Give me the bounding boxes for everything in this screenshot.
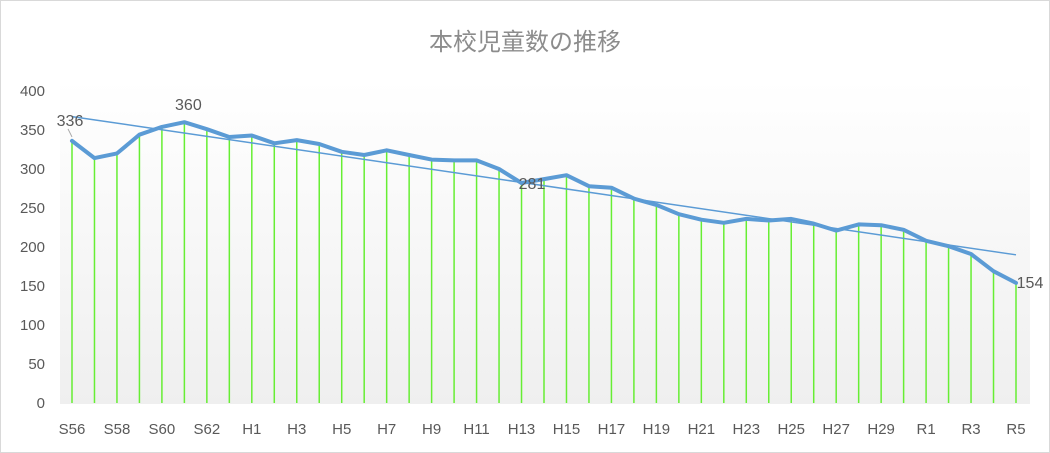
x-tick-label: H19	[643, 421, 671, 438]
x-tick-label: R5	[1006, 421, 1025, 438]
y-tick-label: 150	[20, 278, 45, 295]
x-tick-label: S58	[104, 421, 131, 438]
trendline	[71, 115, 1017, 256]
x-tick-label: H5	[332, 421, 351, 438]
x-tick-label: H3	[287, 421, 306, 438]
x-tick-label: H13	[508, 421, 536, 438]
x-tick-label: H21	[688, 421, 716, 438]
x-tick-label: R1	[917, 421, 936, 438]
y-axis: 0 50 100 150 200 250 300 350 400	[20, 83, 45, 412]
drop-lines	[71, 122, 1017, 403]
x-tick-label: H7	[377, 421, 396, 438]
x-tick-label: H25	[777, 421, 805, 438]
x-tick-label: H11	[463, 421, 489, 438]
y-tick-label: 50	[28, 356, 45, 373]
data-label: 360	[175, 97, 202, 114]
series-layer	[70, 115, 1018, 285]
series-line	[70, 120, 1018, 285]
chart-title: 本校児童数の推移	[429, 28, 621, 56]
x-tick-label: H15	[553, 421, 581, 438]
y-tick-label: 250	[20, 200, 45, 217]
data-labels: 336 360 281 154	[57, 97, 1044, 292]
x-tick-label: S60	[149, 421, 176, 438]
x-tick-label: H27	[822, 421, 850, 438]
y-tick-label: 400	[20, 83, 45, 100]
data-label: 336	[57, 113, 84, 130]
x-tick-label: H23	[733, 421, 761, 438]
data-label-leader	[67, 128, 73, 138]
y-tick-label: 350	[20, 122, 45, 139]
x-tick-label: H29	[867, 421, 895, 438]
y-tick-label: 0	[37, 395, 45, 412]
y-tick-label: 300	[20, 161, 45, 178]
x-tick-label: R3	[961, 421, 980, 438]
x-tick-label: H1	[242, 421, 261, 438]
data-label: 154	[1017, 275, 1044, 292]
x-tick-label: H17	[598, 421, 626, 438]
x-tick-label: H9	[422, 421, 441, 438]
data-label: 281	[519, 176, 546, 193]
x-tick-label: S56	[59, 421, 86, 438]
y-tick-label: 100	[20, 317, 45, 334]
x-axis: S56 S58 S60 S62 H1 H3 H5 H7 H9 H11 H13 H15 H17 H19 H21…	[59, 421, 1026, 438]
y-tick-label: 200	[20, 239, 45, 256]
x-tick-label: S62	[194, 421, 221, 438]
